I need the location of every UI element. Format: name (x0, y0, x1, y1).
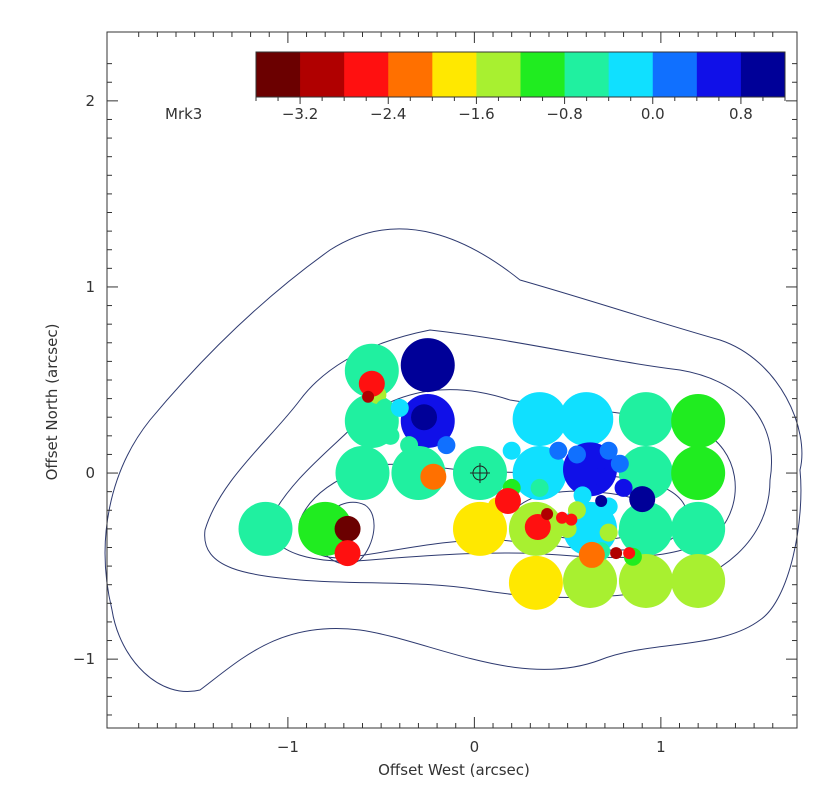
small-dot-point (623, 547, 636, 560)
large-circle-point (559, 392, 614, 447)
medium-circle-point (578, 541, 605, 568)
x-tick-label: 1 (656, 738, 666, 756)
colorbar-tick-label: 0.8 (729, 105, 753, 123)
colorbar-segment (652, 52, 698, 97)
small-dot-point (362, 390, 375, 403)
large-circle-point (512, 392, 567, 447)
small-circle-point (618, 523, 637, 542)
contour-5 (319, 501, 375, 565)
plot-border (106, 31, 798, 729)
large-circle-point (618, 501, 673, 556)
medium-circle-point (411, 404, 438, 431)
colorbar-segment (564, 52, 610, 97)
large-circle-point (335, 446, 390, 501)
x-axis-title: Offset West (arcsec) (378, 761, 530, 779)
large-circle-point (512, 446, 567, 501)
large-circle-point (400, 338, 455, 393)
colorbar-segment (476, 52, 521, 97)
small-circle-point (573, 486, 592, 505)
colorbar-tick-label: −1.6 (458, 105, 494, 123)
colorbar-segment (300, 52, 345, 97)
large-circle-point (671, 446, 726, 501)
small-circle-point (437, 436, 456, 455)
contour-outer (104, 228, 803, 692)
medium-circle-point (358, 370, 385, 397)
colorbar-segment (696, 52, 742, 97)
small-circle-point (549, 441, 568, 460)
small-dot-point (595, 494, 608, 507)
large-circle-point (618, 553, 673, 608)
colorbar-segment (256, 52, 301, 97)
large-circle-point (344, 343, 399, 398)
small-dot-point (565, 513, 578, 526)
x-tick-label: 0 (470, 738, 480, 756)
small-circle-point (502, 441, 521, 460)
y-tick-label: 2 (85, 92, 95, 110)
colorbar-segment (432, 52, 477, 97)
object-label: Mrk3 (165, 105, 202, 123)
small-circle-point (610, 454, 629, 473)
large-circle-point (671, 501, 726, 556)
small-circle-point (400, 436, 419, 455)
large-circle-point (618, 392, 673, 447)
small-circle-point (517, 534, 536, 553)
colorbar-segment (740, 52, 786, 97)
large-circle-point (298, 501, 353, 556)
medium-circle-point (334, 515, 361, 542)
large-circle-point (452, 501, 507, 556)
small-circle-point (381, 426, 400, 445)
y-axis-title: Offset North (arcsec) (43, 324, 61, 481)
small-circle-point (567, 445, 586, 464)
colorbar-segment (608, 52, 654, 97)
colorbar-segment (520, 52, 566, 97)
colorbar-segment (344, 52, 389, 97)
large-circle-point (508, 555, 563, 610)
colorbar-segment (388, 52, 433, 97)
y-tick-label: 0 (85, 464, 95, 482)
colorbar-tick-label: 0.0 (641, 105, 665, 123)
y-tick-label: −1 (73, 650, 95, 668)
plot-frame: −1 0 1 −1 0 1 2 (73, 31, 798, 756)
large-circle-point (671, 393, 726, 448)
small-dot-point (541, 507, 554, 520)
colorbar-tick-label: −0.8 (546, 105, 582, 123)
colorbar: −3.2 −2.4 −1.6 −0.8 0.0 0.8 (255, 51, 786, 123)
x-tick-label: −1 (277, 738, 299, 756)
small-circle-point (599, 441, 618, 460)
small-dot-point (610, 547, 623, 560)
small-dot-point (556, 511, 569, 524)
reference-marker (469, 463, 490, 484)
small-circle-point (592, 467, 611, 486)
small-circle-point (599, 523, 618, 542)
medium-circle-point (334, 540, 361, 567)
medium-circle-point (494, 487, 521, 514)
small-circle-point (614, 478, 633, 497)
small-circle-point (390, 398, 409, 417)
y-tick-label: 1 (85, 278, 95, 296)
data-points (238, 338, 726, 610)
large-circle-point (671, 553, 726, 608)
colorbar-tick-label: −2.4 (370, 105, 406, 123)
medium-circle-point (524, 514, 551, 541)
contour-2 (204, 329, 772, 598)
small-circle-point (375, 398, 394, 417)
medium-circle-point (629, 486, 656, 513)
large-circle-point (563, 553, 617, 608)
medium-circle-point (420, 463, 447, 490)
colorbar-tick-label: −3.2 (282, 105, 318, 123)
large-circle-point (238, 501, 293, 556)
small-circle-point (530, 478, 549, 497)
